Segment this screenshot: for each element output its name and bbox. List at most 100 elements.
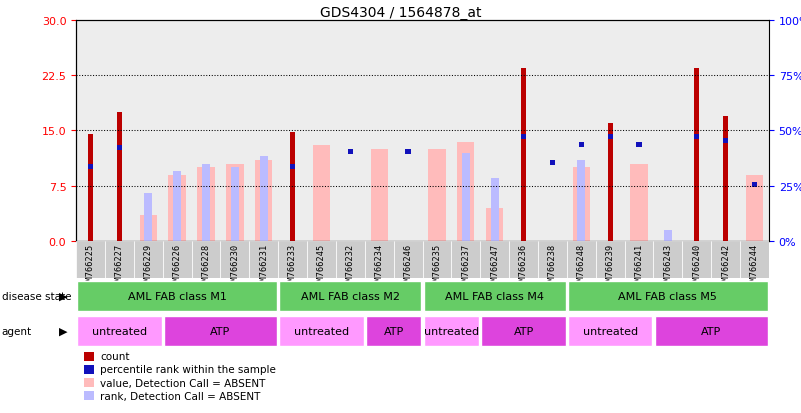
Bar	[163, 21, 191, 242]
Bar	[88, 135, 93, 242]
Bar	[280, 281, 421, 311]
Bar	[429, 150, 445, 242]
Bar	[336, 242, 364, 278]
Text: GSM766235: GSM766235	[433, 243, 441, 291]
Bar	[578, 142, 584, 147]
Bar	[278, 242, 307, 278]
Text: GSM766244: GSM766244	[750, 243, 759, 291]
Bar	[694, 135, 699, 140]
Text: ATP: ATP	[513, 326, 533, 336]
Bar	[682, 242, 711, 278]
Text: GSM766227: GSM766227	[115, 243, 124, 291]
Bar	[163, 242, 191, 278]
Bar	[260, 157, 268, 242]
Text: GDS4304 / 1564878_at: GDS4304 / 1564878_at	[320, 6, 481, 20]
Text: AML FAB class M4: AML FAB class M4	[445, 291, 544, 301]
Bar	[486, 209, 503, 242]
Text: rank, Detection Call = ABSENT: rank, Detection Call = ABSENT	[100, 391, 260, 401]
Text: GSM766230: GSM766230	[231, 243, 239, 291]
Bar	[664, 230, 672, 242]
Bar	[746, 176, 763, 242]
Bar	[202, 164, 210, 242]
Text: untreated: untreated	[424, 326, 479, 336]
Bar	[567, 242, 596, 278]
Text: ▶: ▶	[58, 291, 67, 301]
Bar	[608, 124, 613, 242]
Bar	[76, 21, 105, 242]
Bar	[336, 21, 364, 242]
Bar	[740, 242, 769, 278]
Bar	[164, 316, 277, 346]
Bar	[134, 21, 163, 242]
Text: GSM766240: GSM766240	[692, 243, 702, 291]
Bar	[191, 242, 220, 278]
Bar	[752, 183, 757, 188]
Bar	[452, 21, 481, 242]
Text: GSM766236: GSM766236	[519, 243, 528, 291]
Bar	[568, 316, 652, 346]
Bar	[249, 21, 278, 242]
Bar	[371, 150, 388, 242]
Bar	[462, 153, 470, 242]
Bar	[578, 161, 586, 242]
Bar	[144, 194, 152, 242]
Bar	[366, 316, 421, 346]
Bar	[481, 316, 566, 346]
Bar	[313, 146, 330, 242]
Bar	[393, 21, 422, 242]
Bar	[682, 21, 711, 242]
Text: GSM766233: GSM766233	[288, 243, 297, 291]
Bar	[290, 164, 296, 169]
Text: GSM766239: GSM766239	[606, 243, 614, 291]
Text: GSM766248: GSM766248	[577, 243, 586, 291]
Bar	[77, 281, 277, 311]
Bar	[220, 21, 249, 242]
Bar	[694, 69, 699, 242]
Bar	[630, 164, 648, 242]
Bar	[723, 138, 728, 144]
Text: GSM766229: GSM766229	[143, 243, 153, 291]
Bar	[481, 242, 509, 278]
Bar	[173, 172, 181, 242]
Bar	[249, 242, 278, 278]
Text: GSM766234: GSM766234	[375, 243, 384, 291]
Bar	[364, 242, 393, 278]
Bar	[290, 133, 296, 242]
Bar	[255, 161, 272, 242]
Bar	[197, 168, 215, 242]
Bar	[220, 242, 249, 278]
Bar	[521, 69, 526, 242]
Text: percentile rank within the sample: percentile rank within the sample	[100, 365, 276, 375]
Bar	[596, 242, 625, 278]
Text: GSM766237: GSM766237	[461, 243, 470, 291]
Text: GSM766247: GSM766247	[490, 243, 499, 291]
Bar	[637, 142, 642, 147]
Text: GSM766231: GSM766231	[260, 243, 268, 291]
Bar	[405, 150, 411, 155]
Text: GSM766232: GSM766232	[346, 243, 355, 291]
Bar	[422, 21, 452, 242]
Bar	[625, 21, 654, 242]
Text: agent: agent	[2, 326, 32, 336]
Bar	[457, 142, 474, 242]
Bar	[573, 168, 590, 242]
Text: untreated: untreated	[294, 326, 349, 336]
Text: GSM766243: GSM766243	[663, 243, 672, 291]
Bar	[348, 150, 353, 155]
Bar	[139, 216, 157, 242]
Bar	[723, 116, 728, 242]
Bar	[105, 242, 134, 278]
Bar	[481, 21, 509, 242]
Bar	[364, 21, 393, 242]
Text: GSM766238: GSM766238	[548, 243, 557, 291]
Bar	[608, 135, 613, 140]
Text: ▶: ▶	[58, 326, 67, 336]
Bar	[491, 179, 499, 242]
Bar	[654, 242, 682, 278]
Bar	[280, 316, 364, 346]
Bar	[568, 281, 768, 311]
Bar	[711, 242, 740, 278]
Bar	[307, 21, 336, 242]
Text: GSM766246: GSM766246	[404, 243, 413, 291]
Text: GSM766241: GSM766241	[634, 243, 643, 291]
